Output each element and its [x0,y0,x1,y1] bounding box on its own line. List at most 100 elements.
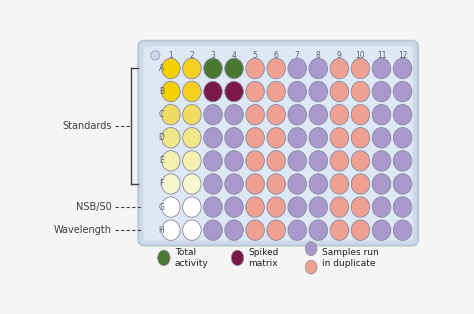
Ellipse shape [225,81,243,102]
Ellipse shape [246,151,264,171]
Ellipse shape [225,105,243,125]
Ellipse shape [246,174,264,194]
Ellipse shape [182,105,201,125]
Text: 8: 8 [316,51,321,60]
Ellipse shape [225,174,243,194]
Ellipse shape [158,250,170,266]
FancyBboxPatch shape [144,46,413,240]
Text: Samples run
in duplicate: Samples run in duplicate [322,248,379,268]
Text: 4: 4 [232,51,237,60]
Ellipse shape [351,151,370,171]
Ellipse shape [288,127,307,148]
Ellipse shape [204,105,222,125]
Ellipse shape [162,220,180,240]
Ellipse shape [372,105,391,125]
Ellipse shape [351,105,370,125]
Ellipse shape [305,260,317,274]
Text: A: A [159,64,164,73]
Ellipse shape [372,197,391,217]
Ellipse shape [162,81,180,102]
Ellipse shape [204,197,222,217]
Text: Wavelength: Wavelength [54,225,112,235]
Ellipse shape [288,105,307,125]
Ellipse shape [351,174,370,194]
Ellipse shape [351,58,370,78]
Ellipse shape [246,58,264,78]
Ellipse shape [393,220,412,240]
Ellipse shape [267,174,285,194]
Ellipse shape [372,174,391,194]
Ellipse shape [330,174,349,194]
Text: Total
activity: Total activity [175,248,209,268]
Ellipse shape [225,151,243,171]
Ellipse shape [330,197,349,217]
Text: 9: 9 [337,51,342,60]
Ellipse shape [162,105,180,125]
Text: B: B [159,87,164,96]
Text: Standards: Standards [63,121,112,131]
Text: F: F [159,180,164,188]
Ellipse shape [204,220,222,240]
Ellipse shape [182,220,201,240]
Ellipse shape [309,220,328,240]
Text: 10: 10 [356,51,365,60]
Text: 2: 2 [190,51,194,60]
Text: 3: 3 [210,51,215,60]
Ellipse shape [288,220,307,240]
Ellipse shape [267,105,285,125]
Text: 6: 6 [274,51,279,60]
Ellipse shape [351,81,370,102]
Ellipse shape [182,197,201,217]
FancyBboxPatch shape [138,41,418,246]
Ellipse shape [372,81,391,102]
Ellipse shape [351,220,370,240]
Ellipse shape [267,151,285,171]
Text: Spiked
matrix: Spiked matrix [248,248,279,268]
Text: H: H [159,226,164,235]
Ellipse shape [288,151,307,171]
Ellipse shape [309,58,328,78]
Ellipse shape [267,220,285,240]
Ellipse shape [151,51,160,60]
Ellipse shape [393,58,412,78]
Ellipse shape [267,127,285,148]
Text: E: E [159,156,164,165]
Ellipse shape [288,58,307,78]
Ellipse shape [330,81,349,102]
Ellipse shape [309,151,328,171]
Ellipse shape [309,81,328,102]
Text: C: C [159,110,164,119]
Ellipse shape [267,197,285,217]
Ellipse shape [351,127,370,148]
Text: D: D [159,133,164,142]
Ellipse shape [309,197,328,217]
Ellipse shape [393,151,412,171]
Ellipse shape [246,127,264,148]
Ellipse shape [225,220,243,240]
Ellipse shape [330,105,349,125]
Ellipse shape [204,127,222,148]
Ellipse shape [393,127,412,148]
Ellipse shape [182,151,201,171]
Ellipse shape [393,174,412,194]
Ellipse shape [162,58,180,78]
Ellipse shape [288,81,307,102]
Text: NSB/S0: NSB/S0 [76,202,112,212]
Text: 12: 12 [398,51,407,60]
Ellipse shape [372,58,391,78]
Ellipse shape [372,220,391,240]
Ellipse shape [267,58,285,78]
Ellipse shape [330,151,349,171]
Ellipse shape [162,151,180,171]
Ellipse shape [330,220,349,240]
Ellipse shape [288,174,307,194]
Ellipse shape [372,127,391,148]
Ellipse shape [330,127,349,148]
Ellipse shape [393,197,412,217]
Ellipse shape [246,105,264,125]
Ellipse shape [225,127,243,148]
Ellipse shape [288,197,307,217]
Ellipse shape [162,174,180,194]
Ellipse shape [309,127,328,148]
Ellipse shape [372,151,391,171]
